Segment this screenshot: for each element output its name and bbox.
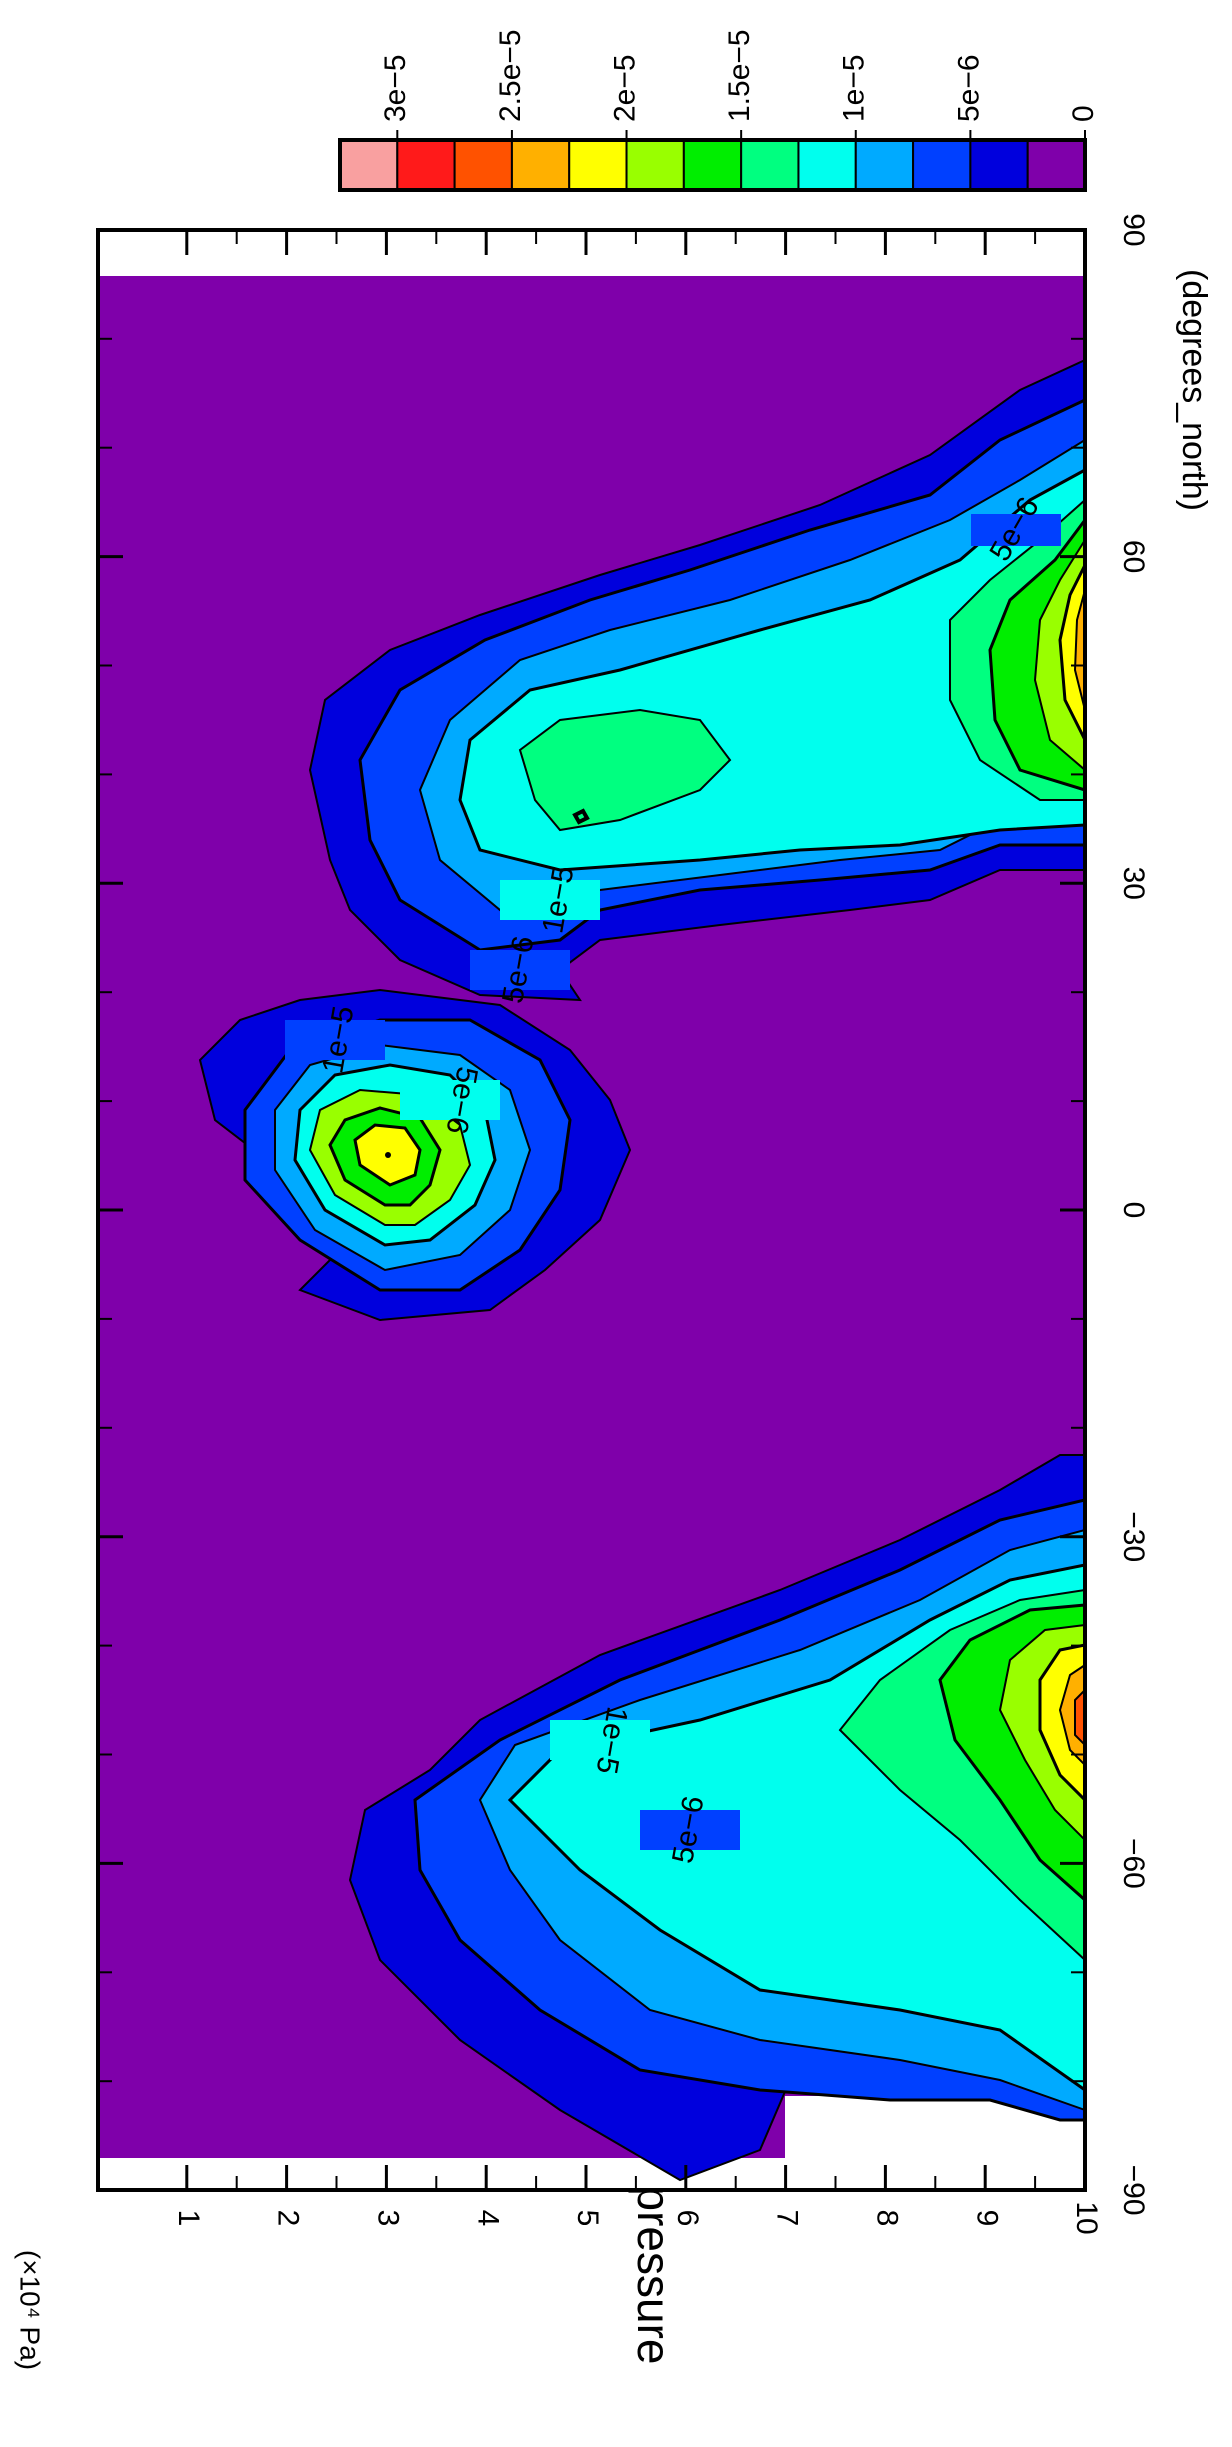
- colorbar-swatch: [854, 139, 915, 191]
- latitude-tick-label-group: 30: [1117, 867, 1150, 900]
- latitude-axis: −90 −60 −30 0 30 60 90: [98, 213, 1150, 2216]
- northern-lobe: [308, 358, 1085, 1002]
- colorbar-label-group: 0: [1067, 105, 1100, 122]
- colorbar-swatch: [1026, 139, 1086, 191]
- colorbar-swatch: [510, 139, 571, 191]
- pressure-tick-label-group: 4: [471, 2210, 504, 2227]
- pressure-tick-label-group: 10: [1070, 2201, 1103, 2234]
- colorbar-swatch: [969, 139, 1029, 191]
- latitude-tick-label: −60: [1117, 1838, 1150, 1889]
- pressure-tick-label: 1: [172, 2210, 205, 2227]
- pressure-tick-label: 5: [571, 2210, 604, 2227]
- colorbar-label: 0: [1067, 105, 1100, 122]
- pressure-tick-label: 10: [1070, 2201, 1103, 2234]
- n-level-5: [518, 708, 732, 832]
- latitude-tick-label-group: 0: [1117, 1202, 1150, 1219]
- pressure-tick-label-group: 9: [970, 2210, 1003, 2227]
- pressure-tick-label-group: 6: [671, 2210, 704, 2227]
- latitude-tick-label: 30: [1117, 867, 1150, 900]
- colorbar-label: 2e−5: [608, 54, 641, 122]
- colorbar-swatch: [339, 139, 399, 191]
- pressure-tick-label: 2: [272, 2210, 305, 2227]
- pressure-tick-label-group: 3: [371, 2210, 404, 2227]
- pressure-unit-group: (×10⁴ Pa): [15, 2250, 46, 2370]
- colorbar-label: 5e−6: [952, 54, 985, 122]
- latitude-tick-label-group: −60: [1117, 1838, 1150, 1889]
- pressure-tick-label-group: 2: [272, 2210, 305, 2227]
- colorbar-label-group: 1.5e−5: [723, 29, 756, 122]
- latitude-tick-label-group: 90: [1117, 213, 1150, 246]
- colorbar-label: 2.5e−5: [494, 29, 527, 122]
- pressure-axis-title-group: pressure: [628, 2186, 680, 2365]
- colorbar-label: 1e−5: [838, 54, 871, 122]
- pressure-tick-label: 6: [671, 2210, 704, 2227]
- s-level-10: [1074, 1688, 1085, 1747]
- latitude-axis-title: (degrees_north): [1175, 269, 1213, 511]
- latitude-tick-label-group: −30: [1117, 1511, 1150, 1562]
- colorbar-swatch: [625, 139, 685, 191]
- latitude-tick-label: −90: [1117, 2165, 1150, 2216]
- pressure-tick-label-group: 7: [771, 2210, 804, 2227]
- latitude-tick-label-group: −90: [1117, 2165, 1150, 2216]
- n-level-8: [1058, 564, 1085, 741]
- pressure-tick-label-group: 1: [172, 2210, 205, 2227]
- contour-label-masks: [285, 514, 1061, 1850]
- pressure-tick-label: 4: [471, 2210, 504, 2227]
- colorbar-swatch: [682, 139, 743, 191]
- contour-fill: [98, 276, 1085, 2190]
- colorbar-label-group: 1e−5: [838, 54, 871, 122]
- latitude-tick-label: 90: [1117, 213, 1150, 246]
- latitude-tick-label-group: 60: [1117, 540, 1150, 573]
- pressure-tick-label-group: 8: [870, 2210, 903, 2227]
- pressure-axis: 1 2 3 4 5 6 7 8 9 10: [172, 230, 1103, 2235]
- pressure-tick-label: 3: [371, 2210, 404, 2227]
- pressure-tick-label: 9: [970, 2210, 1003, 2227]
- colorbar: 3e−5 2.5e−5 2e−5 1.5e−5 1e−5 5e−6 0: [338, 29, 1100, 192]
- n-peak-loop: [572, 808, 590, 825]
- colorbar-swatch: [396, 139, 456, 191]
- colorbar-label-group: 2e−5: [608, 54, 641, 122]
- colorbar-label-group: 3e−5: [379, 54, 412, 122]
- pressure-tick-label-group: 5: [571, 2210, 604, 2227]
- latitude-axis-title-group: (degrees_north): [1175, 269, 1213, 511]
- latitude-tick-label: −30: [1117, 1511, 1150, 1562]
- pressure-axis-unit: (×10⁴ Pa): [15, 2250, 46, 2370]
- n-level-9: [1073, 589, 1085, 711]
- colorbar-swatch: [797, 139, 857, 191]
- pressure-tick-label: 8: [870, 2210, 903, 2227]
- colorbar-label-group: 5e−6: [952, 54, 985, 122]
- e-peak: [385, 1152, 391, 1158]
- colorbar-label-group: 2.5e−5: [494, 29, 527, 122]
- pressure-tick-label: 7: [771, 2210, 804, 2227]
- pressure-axis-title: pressure: [628, 2186, 680, 2365]
- latitude-tick-label: 60: [1117, 540, 1150, 573]
- colorbar-label: 3e−5: [379, 54, 412, 122]
- latitude-tick-label: 0: [1117, 1202, 1150, 1219]
- colorbar-label: 1.5e−5: [723, 29, 756, 122]
- colorbar-swatch: [568, 139, 628, 191]
- colorbar-swatch: [453, 139, 513, 191]
- colorbar-swatch: [740, 139, 800, 191]
- colorbar-swatch: [912, 139, 972, 191]
- colorbar-frame: [338, 138, 1087, 192]
